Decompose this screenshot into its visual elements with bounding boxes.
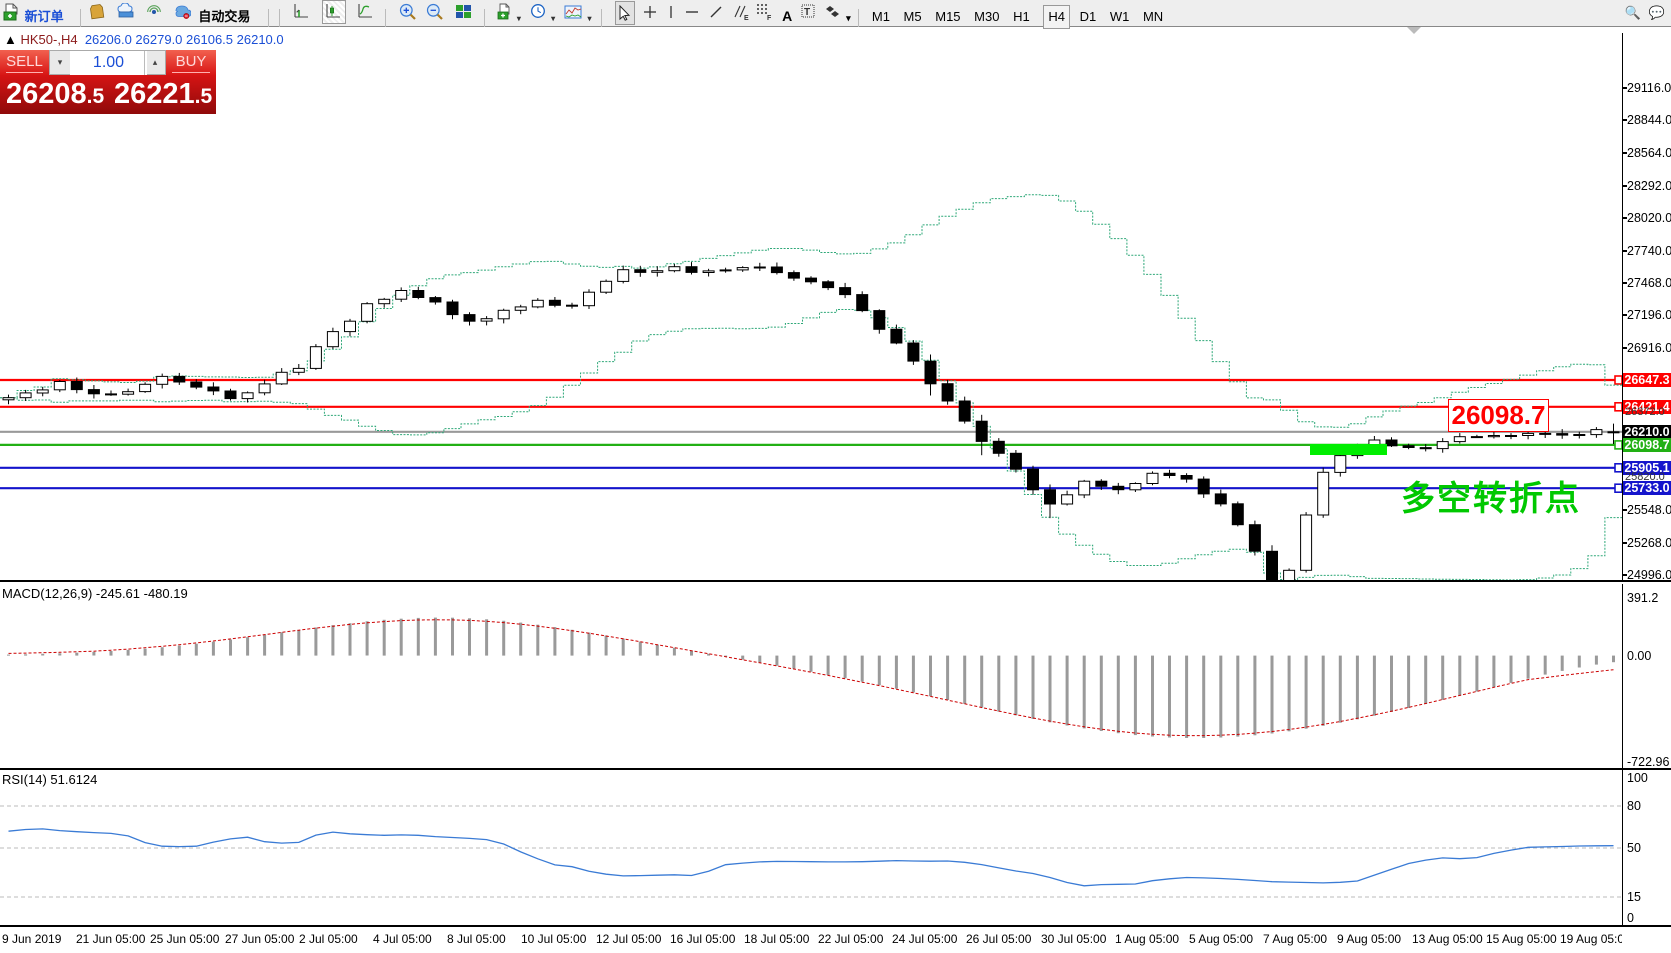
svg-text:T: T — [804, 7, 810, 18]
svg-text:F: F — [767, 15, 772, 21]
svg-text:E: E — [744, 15, 749, 21]
